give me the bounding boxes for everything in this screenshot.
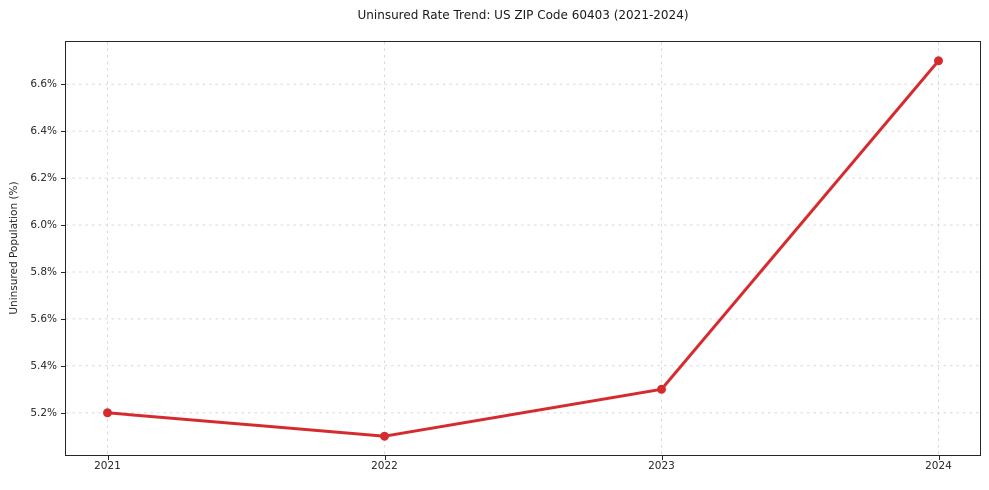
y-axis-label: Uninsured Population (%): [8, 181, 20, 315]
x-tick-mark: [384, 456, 386, 460]
x-tick-label: 2021: [94, 460, 121, 472]
y-tick-label: 6.2%: [30, 172, 57, 185]
y-tick-mark: [61, 84, 65, 86]
y-tick-label: 6.4%: [30, 125, 57, 138]
y-tick-label: 5.8%: [30, 266, 57, 278]
y-tick-mark: [61, 318, 65, 320]
x-tick-label: 2022: [371, 460, 398, 472]
y-tick-label: 6.0%: [30, 219, 57, 231]
y-tick-label: 6.6%: [30, 78, 57, 91]
data-point-marker: [103, 408, 112, 418]
data-point-marker: [934, 56, 943, 66]
y-tick-mark: [61, 225, 65, 226]
plot-area: [65, 41, 981, 456]
chart-title: Uninsured Rate Trend: US ZIP Code 60403 …: [357, 8, 689, 22]
x-tick-mark: [938, 456, 940, 460]
line-chart: [66, 42, 980, 455]
y-tick-mark: [61, 131, 65, 133]
data-line: [106, 59, 940, 438]
data-point-marker: [657, 384, 666, 394]
y-tick-mark: [61, 178, 65, 180]
x-tick-mark: [661, 456, 663, 460]
data-point-marker: [380, 431, 389, 441]
y-tick-label: 5.6%: [30, 312, 57, 325]
y-tick-label: 5.2%: [30, 406, 57, 419]
y-tick-mark: [61, 412, 65, 414]
x-tick-mark: [107, 456, 109, 460]
y-tick-mark: [61, 272, 65, 273]
x-tick-label: 2024: [925, 460, 952, 472]
y-tick-mark: [61, 365, 65, 367]
y-tick-label: 5.4%: [30, 359, 57, 372]
x-tick-label: 2023: [648, 460, 675, 472]
